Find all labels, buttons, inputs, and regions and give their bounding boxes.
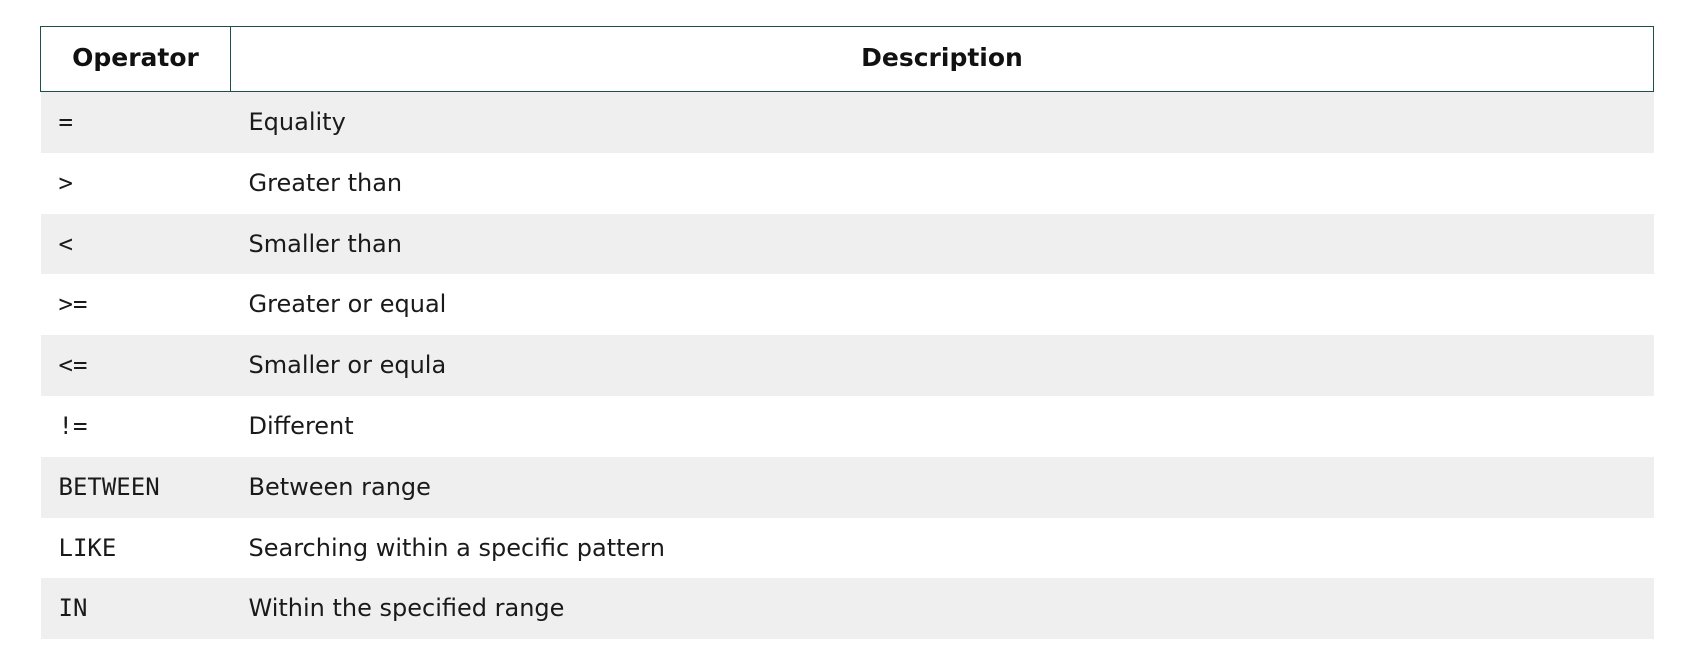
operators-table: Operator Description = Equality > Greate… xyxy=(40,26,1654,639)
table-header-row: Operator Description xyxy=(41,27,1654,92)
description-cell: Greater than xyxy=(231,153,1654,214)
table-row: != Different xyxy=(41,396,1654,457)
operator-cell: <= xyxy=(41,335,231,396)
table-row: <= Smaller or equla xyxy=(41,335,1654,396)
description-cell: Searching within a specific pattern xyxy=(231,518,1654,579)
operator-cell: BETWEEN xyxy=(41,457,231,518)
operator-cell: < xyxy=(41,214,231,275)
operator-cell: IN xyxy=(41,578,231,639)
description-cell: Smaller or equla xyxy=(231,335,1654,396)
description-cell: Within the specified range xyxy=(231,578,1654,639)
table-row: IN Within the specified range xyxy=(41,578,1654,639)
table-row: < Smaller than xyxy=(41,214,1654,275)
description-cell: Greater or equal xyxy=(231,274,1654,335)
table-row: LIKE Searching within a specific pattern xyxy=(41,518,1654,579)
operator-cell: LIKE xyxy=(41,518,231,579)
description-cell: Different xyxy=(231,396,1654,457)
table-row: = Equality xyxy=(41,92,1654,153)
operator-cell: > xyxy=(41,153,231,214)
table-row: >= Greater or equal xyxy=(41,274,1654,335)
table-row: BETWEEN Between range xyxy=(41,457,1654,518)
column-header-operator: Operator xyxy=(41,27,231,92)
description-cell: Equality xyxy=(231,92,1654,153)
page-root: Operator Description = Equality > Greate… xyxy=(0,0,1694,659)
operator-cell: = xyxy=(41,92,231,153)
operator-cell: != xyxy=(41,396,231,457)
column-header-description: Description xyxy=(231,27,1654,92)
operator-cell: >= xyxy=(41,274,231,335)
description-cell: Smaller than xyxy=(231,214,1654,275)
table-row: > Greater than xyxy=(41,153,1654,214)
description-cell: Between range xyxy=(231,457,1654,518)
